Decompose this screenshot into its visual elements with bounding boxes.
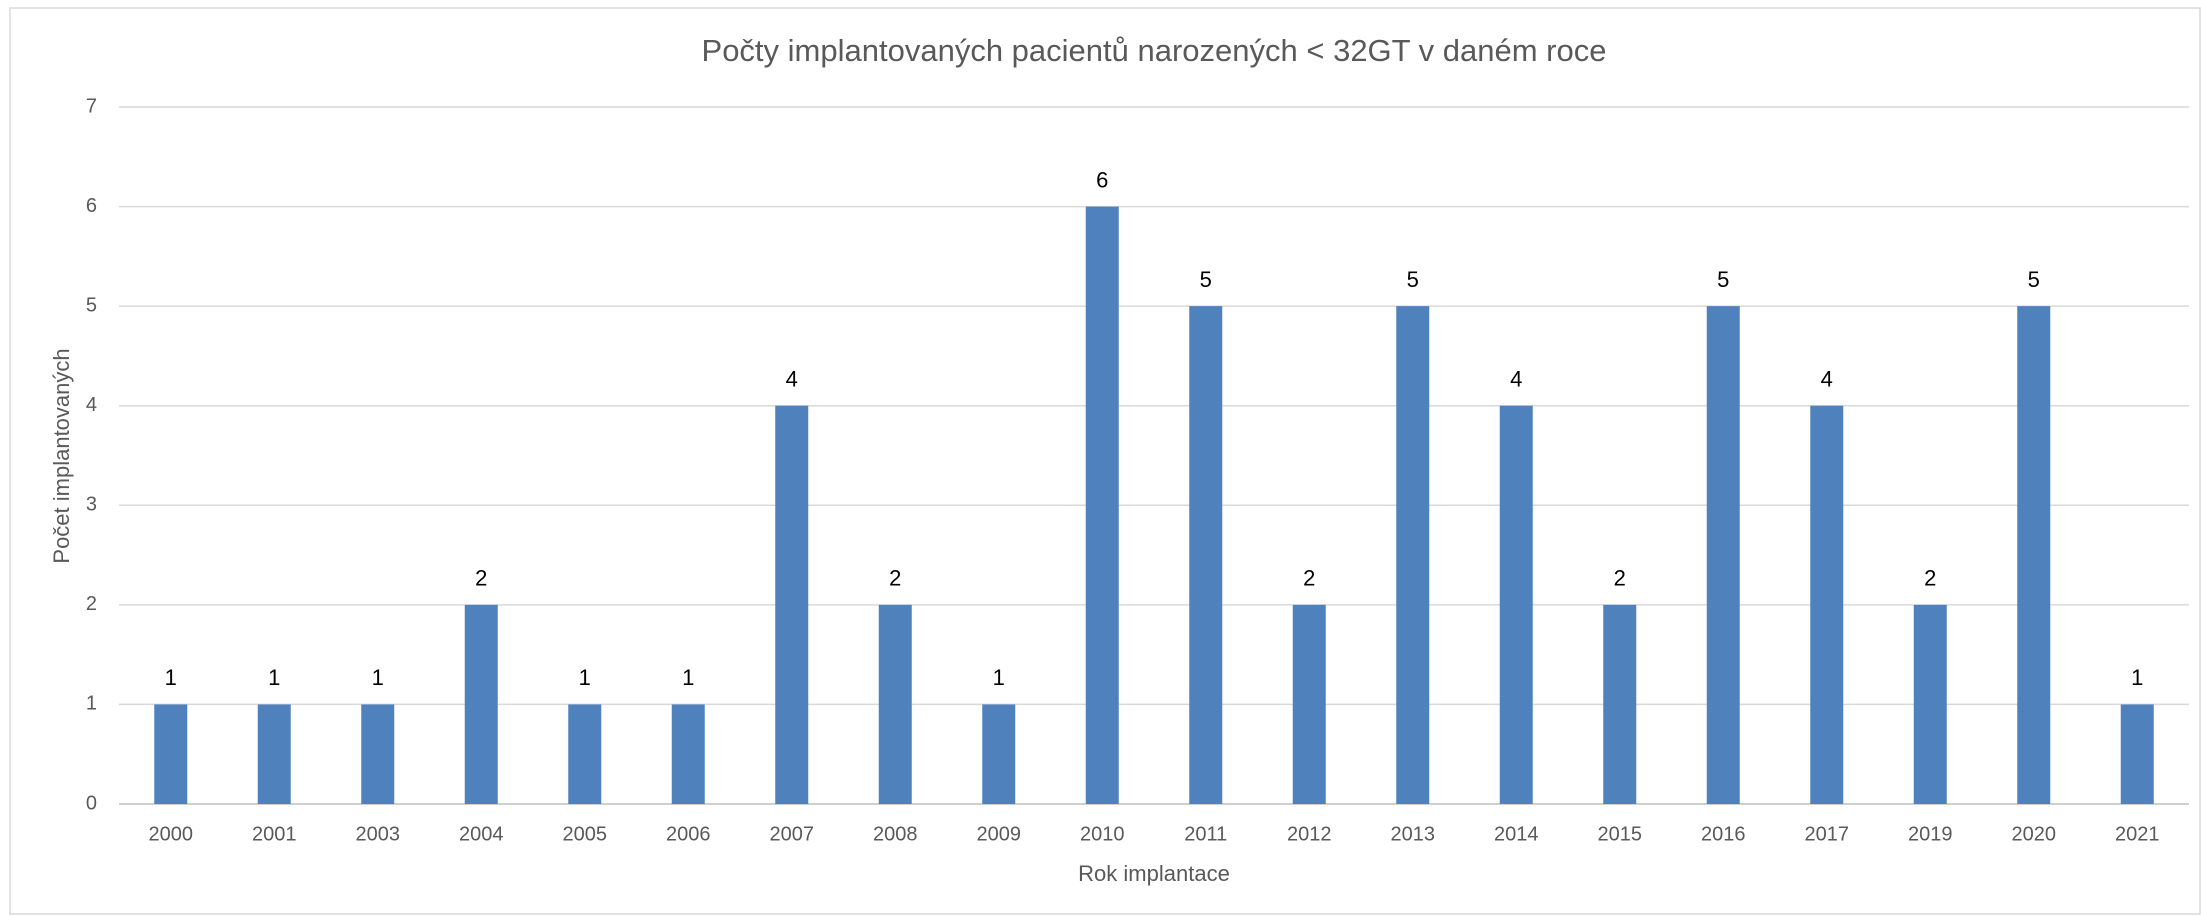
x-tick-label: 2006 [666,823,711,845]
bar [982,704,1016,804]
x-tick-label: 2004 [459,823,504,845]
data-label: 2 [475,566,487,591]
y-tick-label: 7 [86,95,97,117]
x-tick-label: 2012 [1287,823,1332,845]
data-label: 4 [786,367,798,392]
data-label: 4 [1510,367,1522,392]
data-label: 6 [1096,167,1108,192]
x-tick-label: 2007 [770,823,815,845]
bar [671,704,705,804]
chart-title: Počty implantovaných pacientů narozených… [702,33,1607,68]
data-label: 1 [682,665,694,690]
data-label: 1 [165,665,177,690]
data-label: 1 [993,665,1005,690]
x-tick-label: 2019 [1908,823,1953,845]
bar [2017,306,2051,804]
x-tick-label: 2014 [1494,823,1539,845]
data-label: 4 [1821,367,1833,392]
x-tick-label: 2005 [563,823,608,845]
x-tick-label: 2016 [1701,823,1746,845]
bar [1913,604,1947,804]
bar [2120,704,2154,804]
x-tick-label: 2010 [1080,823,1125,845]
data-label: 1 [268,665,280,690]
bar [361,704,395,804]
x-tick-label: 2000 [149,823,194,845]
x-tick-label: 2013 [1391,823,1436,845]
y-axis-title: Počet implantovaných [49,348,74,563]
bar [154,704,188,804]
data-label: 5 [1407,267,1419,292]
x-tick-label: 2003 [356,823,401,845]
y-tick-label: 6 [86,195,97,217]
data-label: 2 [1614,566,1626,591]
bar [257,704,291,804]
bar [1499,405,1533,804]
data-label: 2 [1303,566,1315,591]
bar [1810,405,1844,804]
data-label: 2 [889,566,901,591]
data-label: 1 [2131,665,2143,690]
bar [464,604,498,804]
x-tick-label: 2011 [1184,823,1227,845]
data-label: 2 [1924,566,1936,591]
y-tick-label: 1 [86,693,97,715]
bar [568,704,602,804]
data-label: 5 [2028,267,2040,292]
bar [1292,604,1326,804]
bar [1396,306,1430,804]
data-label: 5 [1200,267,1212,292]
x-tick-label: 2020 [2012,823,2057,845]
data-label: 1 [372,665,384,690]
x-tick-label: 2001 [252,823,297,845]
bar [1603,604,1637,804]
x-tick-label: 2021 [2115,823,2160,845]
bar [878,604,912,804]
x-tick-label: 2009 [977,823,1022,845]
data-label: 5 [1717,267,1729,292]
y-tick-label: 3 [86,494,97,516]
y-tick-label: 4 [86,394,97,416]
x-tick-label: 2008 [873,823,918,845]
bar [1085,206,1119,805]
y-tick-label: 2 [86,593,97,615]
data-label: 1 [579,665,591,690]
y-tick-label: 5 [86,294,97,316]
bar [1189,306,1223,804]
x-tick-label: 2015 [1598,823,1643,845]
x-axis-title: Rok implantace [1078,861,1230,886]
bar [1706,306,1740,804]
y-tick-label: 0 [86,792,97,814]
x-tick-label: 2017 [1805,823,1850,845]
bar [775,405,809,804]
